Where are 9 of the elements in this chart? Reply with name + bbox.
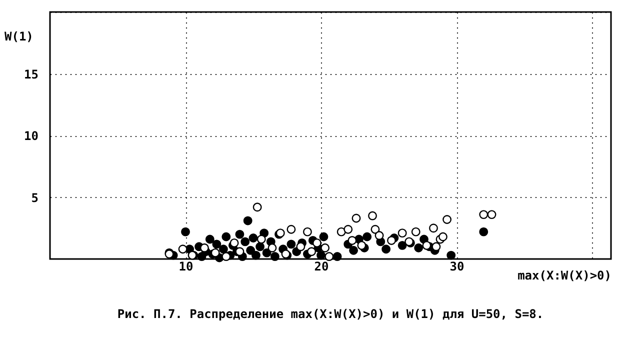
x-axis-title: max(X:W(X)>0) xyxy=(518,268,612,282)
x-tick-label: 20 xyxy=(314,260,329,274)
x-tick-label: 10 xyxy=(178,260,194,274)
text: Рис. П.7. Распределение max(X:W(X)>0) и W(1) для U=50, S=8. xyxy=(117,307,544,321)
y-tick-label: 5 xyxy=(31,190,38,205)
y-axis-title: W(1) xyxy=(4,30,34,44)
x-tick-label: 30 xyxy=(450,260,464,274)
y-tick-label: 15 xyxy=(24,67,38,82)
y-tick-label: 10 xyxy=(24,129,38,143)
